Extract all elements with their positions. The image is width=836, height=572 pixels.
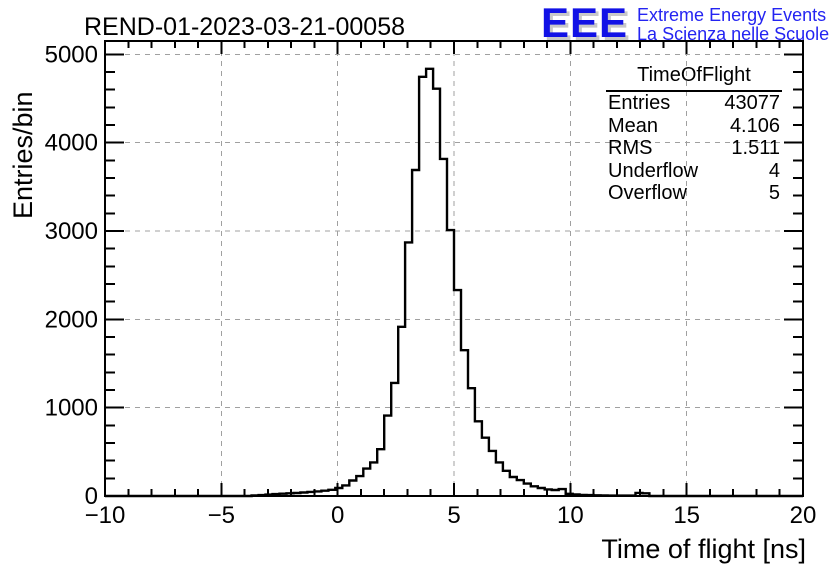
eee-logo-acronym: EEE (541, 0, 629, 46)
eee-logo-line1: Extreme Energy Events (637, 5, 827, 25)
stats-title: TimeOfFlight (606, 64, 782, 92)
y-tick-label: 3000 (45, 218, 98, 245)
y-axis-title: Entries/bin (8, 91, 38, 219)
x-tick-label: 0 (331, 502, 344, 529)
stats-box: TimeOfFlight Entries 43077 Mean 4.106 RM… (606, 64, 782, 205)
x-tick-label: 15 (673, 502, 700, 529)
y-tick-labels: 0 1000 2000 3000 4000 5000 (45, 41, 98, 510)
stats-value: 5 (768, 182, 780, 204)
stats-label: Mean (608, 114, 659, 137)
y-tick-label: 1000 (45, 395, 98, 422)
stats-row-overflow: Overflow 5 (606, 182, 782, 205)
y-tick-label: 4000 (45, 130, 98, 157)
y-tick-label: 0 (85, 483, 98, 510)
x-tick-label: −5 (208, 502, 235, 529)
x-tick-labels: −10 −5 0 5 10 15 20 (85, 502, 817, 529)
eee-logo-caption: Extreme Energy Events La Scienza nelle S… (637, 6, 829, 44)
eee-logo-line2: La Scienza nelle Scuole (637, 24, 830, 44)
stats-label: Underflow (608, 159, 699, 182)
x-tick-label: 10 (557, 502, 584, 529)
x-tick-label: 5 (447, 502, 460, 529)
plot-title: REND-01-2023-03-21-00058 (84, 13, 406, 41)
histogram-line (105, 67, 803, 498)
y-tick-label: 2000 (45, 306, 98, 333)
eee-logo: EEE Extreme Energy Events La Scienza nel… (541, 0, 829, 46)
stats-row-underflow: Underflow 4 (606, 160, 782, 183)
x-axis-title: Time of flight [ns] (601, 534, 806, 564)
stats-value: 43077 (724, 92, 780, 114)
stats-value: 4 (768, 159, 780, 182)
x-tick-label: 20 (790, 502, 817, 529)
stats-row-rms: RMS 1.511 (606, 137, 782, 160)
stats-value: 4.106 (729, 114, 780, 137)
stats-value: 1.511 (731, 137, 780, 159)
y-tick-label: 5000 (45, 41, 98, 68)
stats-label: Overflow (608, 182, 687, 204)
stats-row-entries: Entries 43077 (606, 92, 782, 115)
stats-label: Entries (608, 92, 671, 114)
grid-lines (105, 41, 803, 496)
stats-row-mean: Mean 4.106 (606, 115, 782, 138)
stats-label: RMS (608, 137, 653, 159)
x-tick-label: −10 (85, 502, 126, 529)
